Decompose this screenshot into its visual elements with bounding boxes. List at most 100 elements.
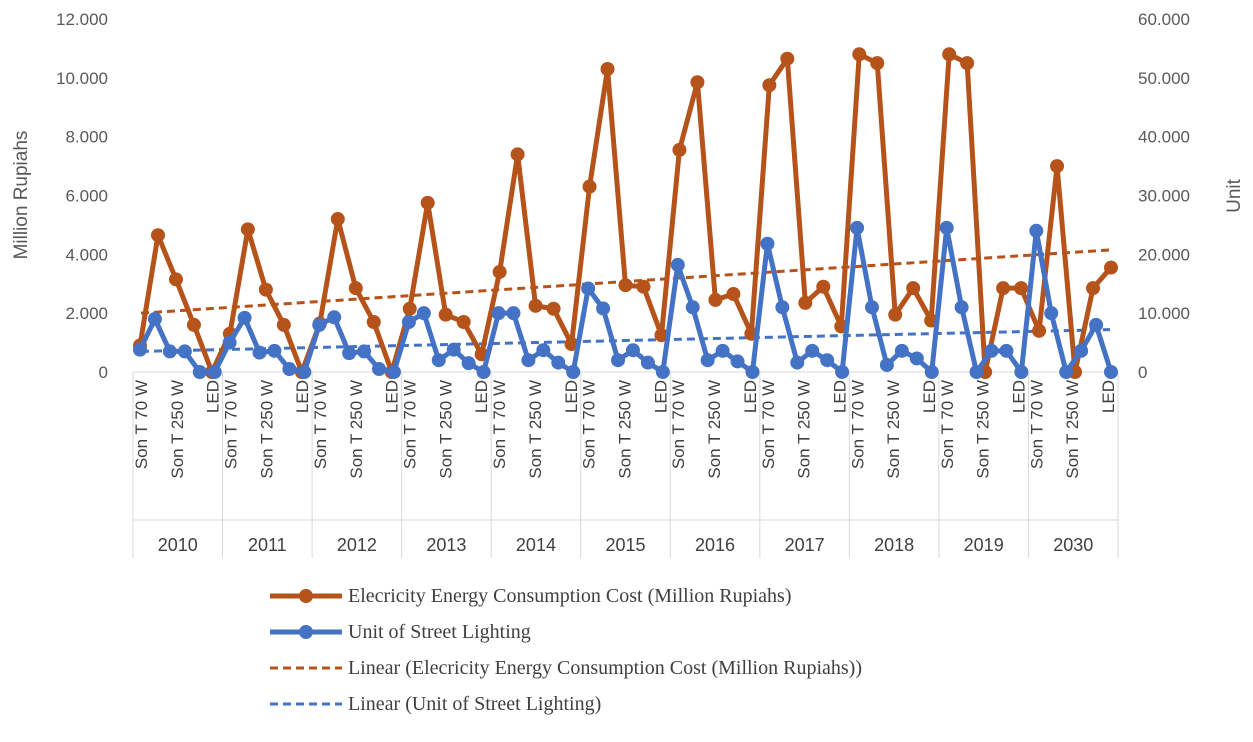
- cost-point: [708, 292, 723, 307]
- legend-label-cost: Elecricity Energy Consumption Cost (Mill…: [348, 584, 792, 607]
- category-label: Son T 250 W: [347, 380, 366, 479]
- unit-point: [954, 300, 969, 315]
- cost-point: [186, 317, 201, 332]
- left-tick-label: 4.000: [65, 245, 108, 264]
- cost-point: [150, 228, 165, 243]
- unit-point: [745, 365, 760, 379]
- left-tick-label: 0: [99, 363, 108, 382]
- cost-point: [600, 62, 615, 77]
- unit-point: [521, 353, 536, 368]
- category-label: Son T 70 W: [132, 380, 151, 469]
- category-label: LED: [1010, 380, 1029, 413]
- left-tick-label: 8.000: [65, 128, 108, 147]
- cost-point: [402, 301, 417, 316]
- cost-point: [528, 298, 543, 313]
- year-label: 2015: [605, 535, 645, 555]
- right-tick-label: 0: [1138, 363, 1147, 382]
- category-label: LED: [920, 380, 939, 413]
- category-label: Son T 250 W: [526, 380, 545, 479]
- unit-point: [1074, 343, 1089, 358]
- year-label: 2012: [337, 535, 377, 555]
- year-label: 2014: [516, 535, 556, 555]
- unit-point: [1029, 223, 1044, 238]
- unit-point: [476, 365, 491, 379]
- right-tick-label: 10.000: [1138, 304, 1190, 323]
- category-label: Son T 250 W: [436, 380, 455, 479]
- cost-point: [942, 47, 957, 62]
- category-label: Son T 250 W: [795, 380, 814, 479]
- unit-point: [715, 343, 730, 358]
- unit-point: [670, 257, 685, 272]
- year-label: 2030: [1053, 535, 1093, 555]
- unit-point: [581, 281, 596, 296]
- category-label: Son T 70 W: [938, 380, 957, 469]
- unit-point: [401, 314, 416, 329]
- unit-point: [282, 362, 297, 377]
- unit-point: [894, 343, 909, 358]
- year-label: 2016: [695, 535, 735, 555]
- category-label: Son T 70 W: [490, 380, 509, 469]
- left-axis-title: Million Rupiahs: [11, 131, 32, 260]
- category-label: LED: [204, 380, 223, 413]
- x-axis: 2010 Son T 70 W Son T 250 W LED 2011 Son T 70…: [132, 371, 1119, 558]
- legend-swatch-unit: [270, 625, 342, 639]
- year-label: 2018: [874, 535, 914, 555]
- cost-point: [996, 281, 1011, 296]
- unit-point: [222, 335, 237, 350]
- right-tick-label: 40.000: [1138, 128, 1190, 147]
- unit-point: [312, 317, 327, 332]
- cost-point: [726, 287, 741, 302]
- left-tick-label: 10.000: [56, 69, 108, 88]
- category-label: Son T 70 W: [401, 380, 420, 469]
- unit-point: [177, 344, 192, 359]
- cost-point: [1104, 260, 1118, 275]
- unit-point: [760, 236, 775, 251]
- category-label: Son T 250 W: [705, 380, 724, 479]
- cost-point: [798, 295, 813, 310]
- left-y-axis: 0 2.000 4.000 6.000 8.000 10.000 12.000: [56, 10, 108, 382]
- cost-point: [1086, 281, 1101, 296]
- category-label: Son T 70 W: [669, 380, 688, 469]
- cost-point: [492, 264, 507, 279]
- legend-item-cost: Elecricity Energy Consumption Cost (Mill…: [270, 578, 1170, 614]
- cost-point: [654, 328, 669, 343]
- unit-point: [491, 306, 506, 321]
- unit-point: [386, 365, 401, 379]
- cost-point: [888, 307, 903, 322]
- unit-point: [820, 353, 835, 368]
- unit-point: [551, 355, 566, 370]
- left-tick-label: 12.000: [56, 10, 108, 29]
- unit-point: [775, 300, 790, 315]
- legend-swatch-cost: [270, 589, 342, 603]
- legend-label-unit-trend: Linear (Unit of Street Lighting): [348, 692, 602, 715]
- unit-point: [999, 343, 1014, 358]
- unit-point: [1044, 306, 1059, 321]
- unit-point: [461, 356, 476, 371]
- legend-label-cost-trend: Linear (Elecricity Energy Consumption Co…: [348, 656, 862, 679]
- category-label: LED: [1099, 380, 1118, 413]
- category-label: Son T 70 W: [848, 380, 867, 469]
- series-lines: [133, 47, 1118, 379]
- unit-point: [685, 300, 700, 315]
- cost-point: [672, 142, 687, 157]
- year-label: 2010: [158, 535, 198, 555]
- unit-point: [446, 342, 461, 357]
- unit-point: [596, 301, 611, 316]
- unit-point: [850, 220, 865, 235]
- unit-point: [536, 343, 551, 358]
- legend-item-unit: Unit of Street Lighting: [270, 614, 1170, 650]
- year-label: 2013: [426, 535, 466, 555]
- legend-item-unit-trend: Linear (Unit of Street Lighting): [270, 686, 1170, 722]
- unit-point: [611, 353, 626, 368]
- legend-label-unit: Unit of Street Lighting: [348, 620, 531, 643]
- legend: Elecricity Energy Consumption Cost (Mill…: [270, 578, 1170, 722]
- unit-point: [969, 365, 984, 379]
- unit-point: [655, 365, 670, 379]
- unit-point: [147, 312, 162, 327]
- unit-point: [416, 306, 431, 321]
- unit-line: [137, 225, 1114, 375]
- unit-point: [267, 343, 282, 358]
- unit-point: [984, 343, 999, 358]
- cost-point: [1032, 323, 1047, 338]
